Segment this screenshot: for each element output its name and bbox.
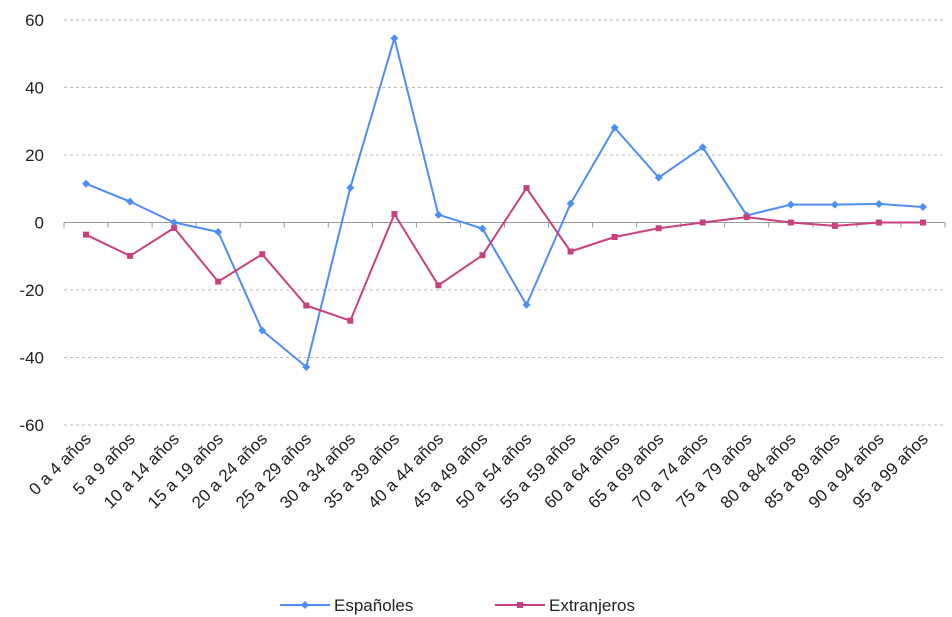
data-point-diamond (214, 227, 223, 236)
data-point-square (215, 278, 222, 285)
data-point-square (83, 231, 90, 238)
data-point-square (435, 282, 442, 289)
data-point-diamond (478, 224, 487, 233)
series-line-0 (85, 37, 924, 368)
data-point-square (655, 225, 662, 232)
data-point-square (611, 234, 618, 241)
data-point-diamond (698, 143, 707, 152)
data-point-diamond (434, 210, 443, 219)
y-tick-label: -20 (19, 281, 44, 300)
data-point-square (699, 219, 706, 226)
data-point-diamond (258, 326, 267, 335)
data-point-square (523, 185, 530, 192)
data-point-square (303, 302, 310, 309)
data-point-diamond (126, 197, 135, 206)
data-point-square (479, 252, 486, 259)
data-point-diamond (82, 179, 91, 188)
data-point-diamond (610, 123, 619, 132)
data-point-square (743, 214, 750, 221)
y-tick-label: 60 (25, 11, 44, 30)
data-point-square (127, 252, 134, 259)
data-point-diamond (170, 218, 179, 227)
data-point-square (259, 251, 266, 258)
legend-marker-square (517, 602, 523, 608)
legend-marker-diamond (301, 601, 309, 609)
series-layer (82, 34, 927, 371)
data-point-diamond (654, 173, 663, 182)
data-point-square (171, 224, 178, 231)
y-axis: 60 40 20 0 -20 -40 -60 (19, 11, 44, 435)
y-tick-label: -40 (19, 349, 44, 368)
data-point-diamond (874, 199, 883, 208)
data-point-square (391, 211, 398, 218)
data-point-diamond (918, 202, 927, 211)
data-point-diamond (302, 362, 311, 371)
series-line-1 (85, 187, 923, 322)
data-point-diamond (566, 199, 575, 208)
grid-layer (64, 19, 945, 426)
data-point-square (831, 222, 838, 229)
y-tick-label: 20 (25, 146, 44, 165)
legend: Españoles Extranjeros (280, 596, 635, 615)
data-point-diamond (390, 34, 399, 43)
data-point-square (875, 219, 882, 226)
data-point-diamond (346, 183, 355, 192)
y-tick-label: 40 (25, 79, 44, 98)
data-point-diamond (830, 200, 839, 209)
data-point-diamond (786, 200, 795, 209)
legend-label: Extranjeros (549, 596, 635, 615)
data-point-square (567, 248, 574, 255)
data-point-square (787, 219, 794, 226)
legend-label: Españoles (334, 596, 413, 615)
data-point-square (919, 219, 926, 226)
y-tick-label: -60 (19, 416, 44, 435)
data-point-diamond (522, 300, 531, 309)
y-tick-label: 0 (35, 214, 44, 233)
data-point-square (347, 317, 354, 324)
